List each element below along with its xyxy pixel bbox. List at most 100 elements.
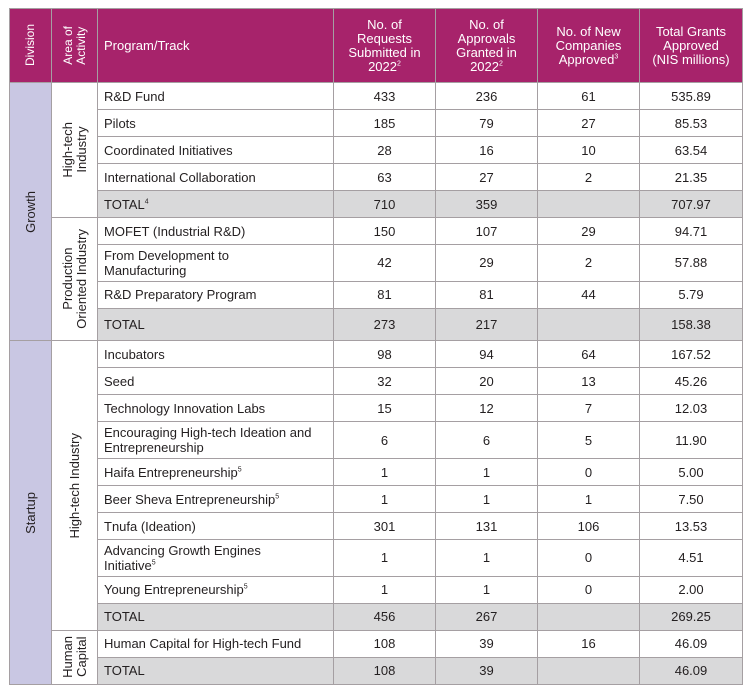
new-companies-cell: 7 — [537, 394, 640, 423]
total-row: TOTAL 273 217 158.38 — [10, 307, 743, 342]
table-row: Growth High-tech Industry R&D Fund 433 236 61 5… — [9, 81, 743, 342]
division-label: Startup — [23, 491, 38, 534]
requests-cell: 301 — [333, 512, 436, 541]
program-name: Young Entrepreneurship5 — [97, 575, 334, 604]
new-companies-cell: 0 — [537, 458, 640, 487]
grants-cell: 2.00 — [639, 575, 743, 604]
table-row: International Collaboration 63 27 2 21.35 — [10, 163, 743, 192]
requests-cell: 108 — [333, 629, 436, 658]
new-companies-cell: 0 — [537, 575, 640, 604]
grants-header: Total Grants Approved (NIS millions) — [639, 8, 743, 83]
approvals-cell: 39 — [435, 656, 538, 686]
grants-cell: 57.88 — [639, 244, 743, 282]
grants-cell: 5.79 — [639, 280, 743, 309]
requests-cell: 6 — [333, 421, 436, 460]
new-companies-cell — [537, 307, 640, 342]
new-companies-cell: 10 — [537, 136, 640, 165]
area-label: High-tech Industry — [66, 432, 82, 539]
approvals-cell: 1 — [435, 458, 538, 487]
table-row: Technology Innovation Labs 15 12 7 12.03 — [10, 394, 743, 423]
division-header: Division — [9, 8, 52, 83]
new-companies-cell: 64 — [537, 340, 640, 369]
grants-cell: 46.09 — [639, 656, 743, 686]
table-row: Seed 32 20 13 45.26 — [10, 367, 743, 396]
approvals-cell: 27 — [435, 163, 538, 192]
new-companies-cell: 16 — [537, 629, 640, 658]
approvals-cell: 79 — [435, 109, 538, 138]
program-name: Haifa Entrepreneurship5 — [97, 458, 334, 487]
approvals-cell: 29 — [435, 244, 538, 282]
area-label: Human Capital — [59, 636, 89, 679]
program-name: Incubators — [97, 340, 334, 369]
total-row: TOTAL 456 267 269.25 — [10, 602, 743, 631]
requests-cell: 1 — [333, 485, 436, 514]
grants-cell: 12.03 — [639, 394, 743, 423]
new-companies-cell: 1 — [537, 485, 640, 514]
approvals-cell: 6 — [435, 421, 538, 460]
program-name: Advancing Growth Engines Initiative5 — [97, 539, 334, 577]
requests-cell: 710 — [333, 190, 436, 219]
requests-cell: 1 — [333, 458, 436, 487]
table-row: Beer Sheva Entrepreneurship5 1 1 1 7.50 — [10, 485, 743, 514]
grants-cell: 707.97 — [639, 190, 743, 219]
approvals-cell: 359 — [435, 190, 538, 219]
program-name: MOFET (Industrial R&D) — [97, 217, 334, 246]
new-companies-cell: 44 — [537, 280, 640, 309]
grants-cell: 5.00 — [639, 458, 743, 487]
footnote-marker: 5 — [275, 493, 280, 501]
requests-cell: 28 — [333, 136, 436, 165]
approvals-cell: 107 — [435, 217, 538, 246]
new-companies-cell: 5 — [537, 421, 640, 460]
program-name: Human Capital for High-tech Fund — [97, 629, 334, 658]
requests-cell: 15 — [333, 394, 436, 423]
table-row: Human Capital Human Capital for High-tech … — [10, 629, 743, 686]
approvals-cell: 1 — [435, 539, 538, 577]
table-row: R&D Preparatory Program 81 81 44 5.79 — [10, 280, 743, 309]
program-name: R&D Fund — [97, 81, 334, 111]
grants-cell: 11.90 — [639, 421, 743, 460]
new-companies-cell — [537, 602, 640, 631]
new-companies-cell: 27 — [537, 109, 640, 138]
area-label: Production Oriented Industry — [59, 229, 89, 330]
footnote-marker: 4 — [144, 198, 149, 206]
program-name: Pilots — [97, 109, 334, 138]
program-name: R&D Preparatory Program — [97, 280, 334, 309]
approvals-cell: 1 — [435, 485, 538, 514]
new-companies-cell: 2 — [537, 244, 640, 282]
grants-cell: 158.38 — [639, 307, 743, 342]
total-label: TOTAL4 — [97, 190, 334, 219]
table-row: Pilots 185 79 27 85.53 — [10, 109, 743, 138]
grants-cell: 85.53 — [639, 109, 743, 138]
footnote-marker: 5 — [237, 466, 242, 474]
table-row: Encouraging High-tech Ideation and Entrep… — [10, 421, 743, 460]
new-companies-cell: 106 — [537, 512, 640, 541]
table-row: Coordinated Initiatives 28 16 10 63.54 — [10, 136, 743, 165]
requests-cell: 185 — [333, 109, 436, 138]
approvals-cell: 12 — [435, 394, 538, 423]
table-row: Production Oriented Industry MOFET (Indust… — [10, 217, 743, 342]
requests-cell: 32 — [333, 367, 436, 396]
requests-cell: 63 — [333, 163, 436, 192]
grants-cell: 4.51 — [639, 539, 743, 577]
new-companies-cell: 2 — [537, 163, 640, 192]
footnote-marker: 5 — [151, 559, 156, 567]
division-label: Growth — [23, 190, 38, 233]
table-row: Advancing Growth Engines Initiative5 1 1 0 4.… — [10, 539, 743, 577]
requests-cell: 433 — [333, 81, 436, 111]
grants-cell: 46.09 — [639, 629, 743, 658]
program-name: International Collaboration — [97, 163, 334, 192]
new-companies-cell: 29 — [537, 217, 640, 246]
approvals-cell: 16 — [435, 136, 538, 165]
requests-cell: 1 — [333, 539, 436, 577]
requests-cell: 456 — [333, 602, 436, 631]
requests-header: No. of Requests Submitted in 20222 — [333, 8, 436, 83]
area-label: High-tech Industry — [59, 122, 89, 178]
requests-cell: 108 — [333, 656, 436, 686]
requests-cell: 42 — [333, 244, 436, 282]
program-header: Program/Track — [97, 8, 334, 83]
table-row: Tnufa (Ideation) 301 131 106 13.53 — [10, 512, 743, 541]
approvals-cell: 1 — [435, 575, 538, 604]
new-companies-cell — [537, 190, 640, 219]
header-row: Division Area of Activity Program/Track N… — [9, 8, 743, 83]
division-cell: Startup — [9, 340, 52, 685]
